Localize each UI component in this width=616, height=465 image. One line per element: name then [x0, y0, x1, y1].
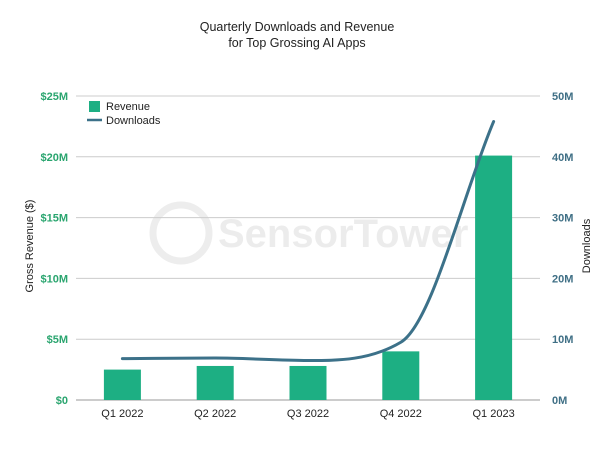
downloads-series: [120, 120, 496, 362]
legend-downloads-label: Downloads: [106, 115, 161, 127]
legend: Revenue Downloads: [87, 101, 161, 127]
y-tick-label: $25M: [40, 91, 68, 103]
y2-tick-label: 10M: [552, 334, 573, 346]
revenue-bar-q1-2023: [475, 155, 513, 400]
revenue-bars: [103, 155, 513, 400]
x-tick-label: Q3 2022: [287, 408, 329, 420]
y2-tick-label: 0M: [552, 395, 567, 407]
watermark: SensorTower: [149, 201, 468, 265]
y-tick-label: $20M: [40, 152, 68, 164]
revenue-bar-q1-2022: [103, 369, 141, 400]
y-tick-label: $15M: [40, 213, 68, 225]
y-tick-label: $5M: [47, 334, 68, 346]
x-tick-label: Q2 2022: [194, 408, 236, 420]
y-axis-title: Gross Revenue ($): [24, 200, 36, 293]
y2-tick-label: 40M: [552, 152, 573, 164]
x-tick-label: Q1 2023: [472, 408, 514, 420]
x-tick-label: Q1 2022: [101, 408, 143, 420]
y2-tick-label: 50M: [552, 91, 573, 103]
y2-axis-title: Downloads: [581, 218, 593, 273]
revenue-bar-q4-2022: [382, 351, 420, 400]
chart-title-line-2: for Top Grossing AI Apps: [228, 36, 365, 50]
downloads-line: [120, 120, 496, 362]
y-tick-label: $10M: [40, 273, 68, 285]
watermark-logo-icon: [149, 201, 213, 265]
chart-title-line-1: Quarterly Downloads and Revenue: [200, 20, 395, 34]
axis-ticks: $0 $5M $10M $15M $20M $25M 0M 10M 20M 30M 40M 50M Q1…: [40, 91, 573, 420]
y-tick-label: $0: [56, 395, 68, 407]
legend-revenue-swatch: [89, 101, 100, 112]
y2-tick-label: 30M: [552, 213, 573, 225]
watermark-text: SensorTower: [218, 212, 468, 256]
revenue-bar-q3-2022: [289, 365, 327, 400]
revenue-bar-q2-2022: [196, 365, 234, 400]
x-tick-label: Q4 2022: [380, 408, 422, 420]
legend-revenue-label: Revenue: [106, 101, 150, 113]
y2-tick-label: 20M: [552, 273, 573, 285]
grid: [76, 95, 540, 401]
